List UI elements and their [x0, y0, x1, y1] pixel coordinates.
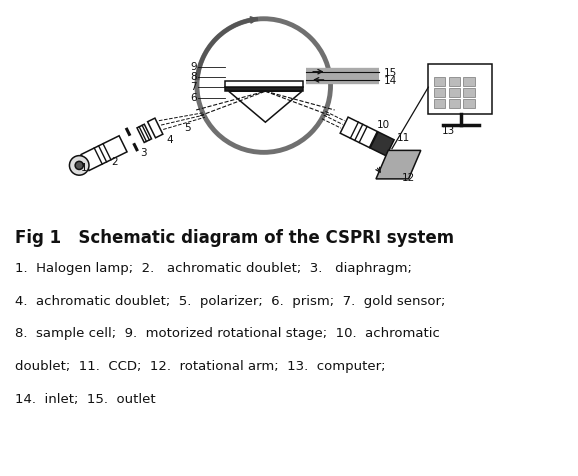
Bar — [434, 99, 446, 109]
Bar — [449, 99, 460, 109]
Bar — [434, 77, 446, 86]
Polygon shape — [147, 118, 163, 138]
Text: Fig 1   Schematic diagram of the CSPRI system: Fig 1 Schematic diagram of the CSPRI sys… — [15, 229, 454, 247]
Text: 14: 14 — [384, 77, 397, 87]
Polygon shape — [340, 117, 377, 148]
Text: 2: 2 — [112, 158, 118, 168]
Circle shape — [75, 161, 83, 169]
Bar — [449, 88, 460, 97]
Text: 9: 9 — [190, 62, 197, 72]
Text: 5: 5 — [184, 123, 191, 133]
Text: 1.  Halogen lamp;  2.   achromatic doublet;  3.   diaphragm;: 1. Halogen lamp; 2. achromatic doublet; … — [15, 262, 412, 275]
Text: 15: 15 — [384, 69, 397, 79]
Polygon shape — [370, 132, 394, 156]
Bar — [225, 81, 303, 87]
Text: 11: 11 — [397, 133, 410, 143]
Text: 1: 1 — [81, 163, 88, 173]
Text: 10: 10 — [377, 120, 390, 130]
Bar — [449, 77, 460, 86]
Text: doublet;  11.  CCD;  12.  rotational arm;  13.  computer;: doublet; 11. CCD; 12. rotational arm; 13… — [15, 360, 386, 373]
Text: 3: 3 — [140, 149, 146, 159]
Bar — [428, 64, 492, 114]
Text: 4.  achromatic doublet;  5.  polarizer;  6.  prism;  7.  gold sensor;: 4. achromatic doublet; 5. polarizer; 6. … — [15, 295, 446, 307]
Text: 14.  inlet;  15.  outlet: 14. inlet; 15. outlet — [15, 393, 155, 406]
Bar — [464, 88, 475, 97]
Text: 4: 4 — [166, 135, 173, 145]
Bar — [464, 77, 475, 86]
Text: 12: 12 — [402, 172, 415, 182]
Polygon shape — [376, 150, 421, 179]
Text: 7: 7 — [190, 82, 197, 92]
Bar — [464, 99, 475, 109]
Text: 8: 8 — [190, 72, 197, 82]
Polygon shape — [137, 124, 151, 142]
Bar — [434, 88, 446, 97]
Circle shape — [69, 156, 89, 175]
Text: 8.  sample cell;  9.  motorized rotational stage;  10.  achromatic: 8. sample cell; 9. motorized rotational … — [15, 327, 440, 340]
Bar — [225, 87, 303, 91]
Polygon shape — [229, 91, 302, 122]
Polygon shape — [81, 136, 127, 170]
Text: 13: 13 — [442, 127, 455, 137]
Text: 6: 6 — [190, 93, 197, 103]
